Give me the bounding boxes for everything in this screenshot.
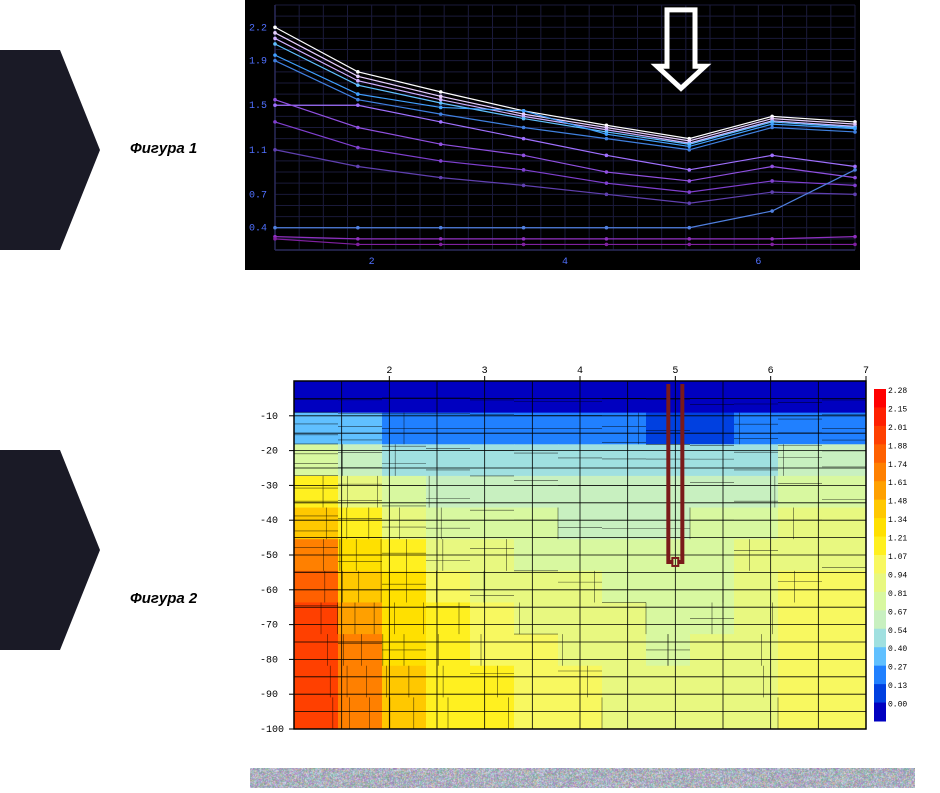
svg-text:1.21: 1.21 bbox=[888, 535, 907, 544]
svg-text:1.48: 1.48 bbox=[888, 498, 907, 507]
svg-text:-90: -90 bbox=[260, 690, 278, 701]
contour-chart-svg: 2 3 4 5 6 7 -10 -20 -30 -40 -50 -60 -70 -80 -90 -100 2.2… bbox=[250, 355, 920, 735]
svg-text:1.9: 1.9 bbox=[249, 57, 267, 68]
svg-text:-70: -70 bbox=[260, 621, 278, 632]
svg-text:0.00: 0.00 bbox=[888, 701, 907, 710]
svg-text:-30: -30 bbox=[260, 481, 278, 492]
line-chart: 0.4 0.7 1.1 1.5 1.9 2.2 2 4 6 bbox=[245, 0, 860, 270]
svg-text:0.67: 0.67 bbox=[888, 608, 907, 617]
svg-text:7: 7 bbox=[863, 366, 869, 377]
svg-text:-40: -40 bbox=[260, 516, 278, 527]
svg-text:-50: -50 bbox=[260, 551, 278, 562]
svg-text:1.07: 1.07 bbox=[888, 553, 907, 562]
svg-text:-20: -20 bbox=[260, 447, 278, 458]
svg-text:1.88: 1.88 bbox=[888, 442, 907, 451]
svg-text:0.40: 0.40 bbox=[888, 645, 907, 654]
svg-text:-100: -100 bbox=[260, 725, 284, 735]
line-chart-svg: 0.4 0.7 1.1 1.5 1.9 2.2 2 4 6 bbox=[245, 0, 860, 270]
svg-text:4: 4 bbox=[562, 257, 568, 268]
svg-text:0.27: 0.27 bbox=[888, 664, 907, 673]
svg-text:0.81: 0.81 bbox=[888, 590, 907, 599]
svg-text:6: 6 bbox=[755, 257, 761, 268]
svg-text:0.4: 0.4 bbox=[249, 224, 267, 235]
svg-text:2.28: 2.28 bbox=[888, 387, 907, 396]
svg-text:0.94: 0.94 bbox=[888, 571, 907, 580]
pentagon-1 bbox=[0, 50, 60, 250]
svg-text:3: 3 bbox=[482, 366, 488, 377]
svg-text:2.01: 2.01 bbox=[888, 424, 907, 433]
svg-text:1.61: 1.61 bbox=[888, 479, 907, 488]
svg-text:4: 4 bbox=[577, 366, 583, 377]
svg-text:-10: -10 bbox=[260, 412, 278, 423]
svg-text:0.7: 0.7 bbox=[249, 190, 267, 201]
svg-text:1.34: 1.34 bbox=[888, 516, 907, 525]
svg-text:1.5: 1.5 bbox=[249, 101, 267, 112]
svg-text:2.2: 2.2 bbox=[249, 23, 267, 34]
figure2-label: Фигура 2 bbox=[130, 590, 197, 607]
svg-text:1.74: 1.74 bbox=[888, 461, 907, 470]
svg-text:0.13: 0.13 bbox=[888, 682, 907, 691]
svg-text:2: 2 bbox=[369, 257, 375, 268]
svg-text:0.54: 0.54 bbox=[888, 627, 907, 636]
noise-strip bbox=[250, 768, 915, 788]
svg-text:2.15: 2.15 bbox=[888, 405, 907, 414]
svg-text:2: 2 bbox=[386, 366, 392, 377]
figure1-label: Фигура 1 bbox=[130, 140, 197, 157]
pentagon-2 bbox=[0, 450, 60, 650]
contour-chart: 2 3 4 5 6 7 -10 -20 -30 -40 -50 -60 -70 -80 -90 -100 2.2… bbox=[250, 355, 920, 735]
svg-text:5: 5 bbox=[672, 366, 678, 377]
svg-text:-60: -60 bbox=[260, 586, 278, 597]
svg-text:6: 6 bbox=[768, 366, 774, 377]
svg-text:-80: -80 bbox=[260, 655, 278, 666]
svg-text:1.1: 1.1 bbox=[249, 146, 267, 157]
